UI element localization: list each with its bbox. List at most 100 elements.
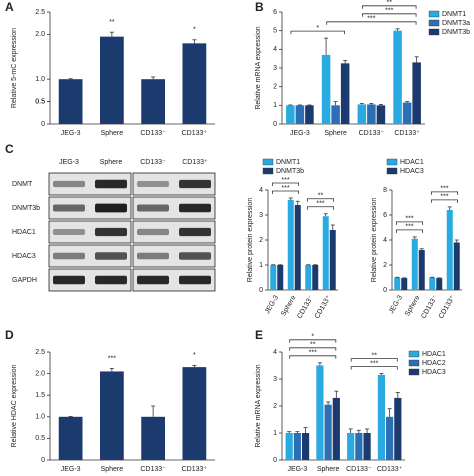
bar [182, 367, 207, 460]
blot-band [137, 252, 169, 260]
legend-swatch [386, 167, 398, 175]
bar [340, 63, 350, 124]
bar [411, 238, 418, 290]
y-axis-label: Relative 5-mC expression [11, 28, 18, 108]
blot-band [95, 252, 127, 260]
blot-frame [132, 244, 216, 268]
legend-swatch [262, 167, 274, 175]
x-tick-label: CD133⁻ [140, 466, 166, 473]
y-tick-label: 0 [41, 121, 45, 128]
y-tick-label: 0.5 [35, 98, 45, 105]
x-tick-label: CD133⁺ [182, 466, 208, 473]
significance-bracket [306, 198, 335, 202]
panel-label: A [5, 0, 14, 14]
y-tick-label: 0 [383, 287, 387, 294]
x-tick-label: JEG-3 [61, 130, 81, 137]
bar [446, 210, 453, 290]
bar [270, 265, 277, 290]
significance-bracket [395, 229, 424, 233]
x-tick-label: Sphere [101, 466, 124, 473]
significance-label: *** [367, 16, 375, 23]
significance-bracket [350, 366, 398, 370]
blot-frame [132, 196, 216, 220]
bar [305, 105, 314, 124]
blot-band [95, 227, 127, 237]
error-bar [287, 431, 292, 433]
x-tick-label: Sphere [317, 466, 340, 473]
bar [285, 433, 293, 460]
significance-label: ** [387, 0, 393, 7]
y-tick-label: 1 [259, 262, 263, 269]
blot-frame [132, 172, 216, 196]
significance-label: *** [440, 186, 448, 193]
y-tick-label: 0.5 [35, 435, 45, 442]
bar [394, 277, 401, 290]
bar [331, 105, 340, 124]
significance-label: ** [310, 342, 316, 349]
y-tick-label: 3 [273, 65, 277, 72]
error-bar [288, 197, 293, 200]
x-tick-label: CD133⁺ [314, 294, 333, 320]
bar [141, 79, 165, 124]
significance-label: *** [108, 355, 116, 362]
bar [58, 79, 83, 124]
error-bar [378, 104, 383, 106]
bar [316, 365, 324, 460]
bar [301, 433, 310, 460]
y-axis-label: Relative mRNA expression [255, 26, 262, 109]
y-axis-label: Relative protein expression [371, 198, 378, 283]
bar [100, 371, 124, 460]
error-bar [109, 368, 114, 372]
y-tick-label: 4 [273, 349, 277, 356]
significance-label: * [193, 352, 196, 359]
legend-swatch [408, 368, 420, 376]
significance-bracket [362, 5, 417, 9]
y-tick-label: 4 [273, 46, 277, 53]
blot-band [179, 179, 211, 189]
error-bar [303, 427, 308, 433]
significance-bracket [289, 347, 337, 351]
significance-label: *** [370, 360, 378, 367]
error-bar [109, 31, 114, 37]
x-tick-label: JEG-3 [287, 466, 307, 473]
x-tick-label: CD133⁺ [394, 130, 420, 137]
significance-label: *** [316, 201, 324, 208]
significance-bracket [306, 206, 335, 210]
significance-bracket [289, 355, 337, 359]
significance-bracket [271, 182, 300, 186]
error-bar [379, 373, 384, 375]
significance-label: * [311, 334, 314, 341]
panel-label: E [255, 328, 263, 342]
bar [386, 416, 394, 460]
protein-label: HDAC3 [12, 253, 36, 260]
panel-label: C [5, 142, 14, 156]
bar [286, 105, 295, 124]
error-bar [333, 101, 338, 106]
y-tick-label: 5 [273, 28, 277, 35]
blot-band [53, 275, 85, 285]
bar [357, 104, 367, 124]
bar [182, 43, 207, 124]
significance-bracket [289, 339, 337, 343]
y-tick-label: 2 [383, 262, 387, 269]
error-bar [330, 224, 335, 230]
blot-band [95, 275, 127, 285]
bar [436, 278, 443, 290]
legend-label: HDAC2 [422, 360, 446, 367]
bar [347, 433, 355, 460]
x-tick-label: CD133⁺ [182, 130, 208, 137]
bar [367, 104, 376, 124]
y-axis-label: Relative HDAC expression [11, 364, 18, 447]
y-tick-label: 1 [273, 102, 277, 109]
significance-label: ** [318, 193, 324, 200]
blot-band [137, 204, 169, 212]
error-bar [405, 101, 410, 103]
error-bar [192, 364, 197, 368]
bar [58, 416, 83, 460]
blot-band [137, 228, 169, 236]
error-bar [334, 390, 339, 398]
legend-label: HDAC1 [400, 159, 424, 166]
protein-label: HDAC1 [12, 229, 36, 236]
significance-label: *** [281, 185, 289, 192]
